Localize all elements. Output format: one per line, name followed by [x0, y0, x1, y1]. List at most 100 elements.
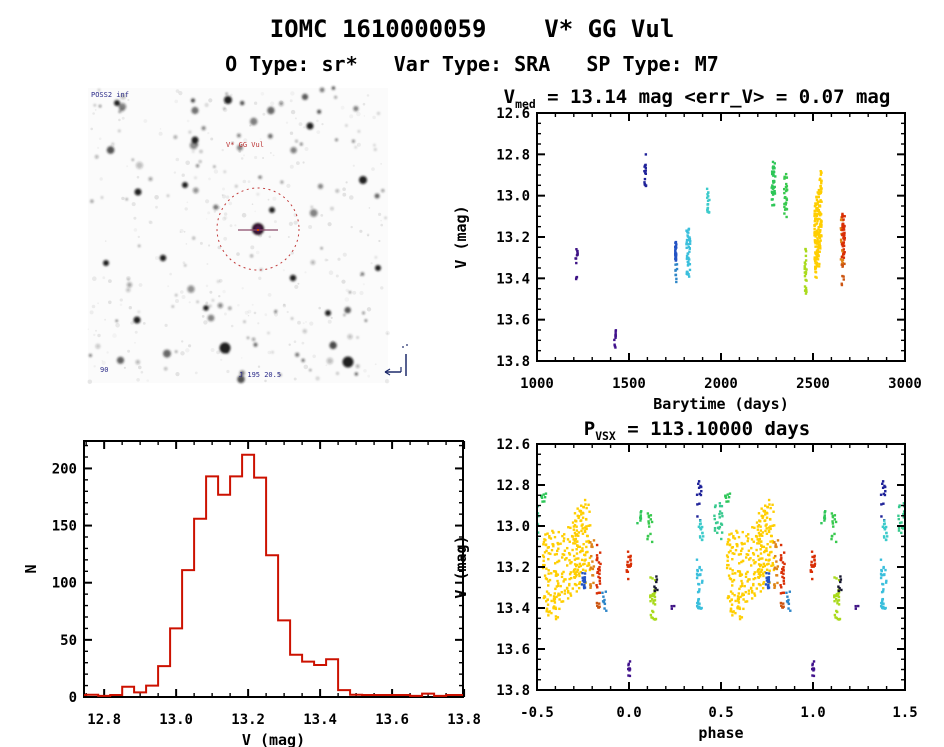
- scatter-point: [841, 243, 844, 247]
- scatter-point: [804, 259, 808, 262]
- scatter-point: [575, 573, 578, 577]
- scatter-point: [736, 570, 740, 573]
- scatter-point: [603, 602, 607, 606]
- scatter-point: [814, 265, 817, 269]
- scatter-point: [581, 563, 585, 566]
- scatter-point: [560, 590, 563, 594]
- scatter-point: [575, 525, 578, 528]
- scatter-point: [555, 595, 558, 599]
- scatter-point: [741, 530, 744, 534]
- scatter-point: [771, 204, 774, 207]
- scatter-point: [781, 606, 784, 609]
- scatter-point: [897, 505, 901, 509]
- scatter-point: [734, 548, 738, 552]
- scatter-point: [815, 208, 818, 211]
- scatter-point: [649, 518, 653, 521]
- scatter-point: [697, 597, 701, 601]
- scatter-point: [771, 562, 774, 565]
- scatter-point: [569, 526, 572, 530]
- scatter-point: [685, 272, 688, 275]
- scatter-point: [585, 527, 588, 531]
- x-tick-label: 0.5: [708, 705, 733, 721]
- scatter-point: [836, 602, 839, 605]
- scatter-point: [881, 600, 884, 603]
- lightcurve-title-rest: = 13.14 mag <err_V> = 0.07 mag: [535, 86, 891, 108]
- scatter-point: [577, 586, 581, 590]
- scatter-point: [675, 277, 678, 281]
- scatter-point: [572, 538, 575, 541]
- scatter-point: [614, 329, 618, 332]
- scatter-point: [775, 560, 778, 563]
- scatter-point: [547, 592, 550, 595]
- scatter-point: [804, 272, 808, 276]
- scatter-point: [737, 596, 740, 600]
- scatter-point: [697, 480, 701, 483]
- scatter-point: [818, 178, 821, 182]
- scatter-point: [716, 526, 720, 529]
- scatter-point: [572, 525, 576, 528]
- scatter-point: [707, 191, 710, 195]
- scatter-point: [561, 556, 564, 559]
- scatter-point: [628, 565, 631, 568]
- scatter-point: [546, 532, 549, 535]
- scatter-point: [767, 576, 771, 579]
- scatter-point: [761, 557, 764, 560]
- scatter-point: [577, 515, 581, 518]
- axes: 12.8 13.0 13.2 13.4 13.6 13.8 0 50 100 150 200 V (m…: [22, 440, 481, 747]
- scatter-point: [816, 218, 819, 221]
- scatter-point: [649, 532, 652, 536]
- scatter-point: [781, 575, 784, 579]
- scatter-point: [811, 555, 814, 559]
- scatter-point: [760, 540, 763, 543]
- scatter-point: [576, 514, 579, 518]
- sky-noise: [87, 89, 390, 385]
- scatter-point: [698, 566, 701, 570]
- scatter-point: [629, 555, 632, 559]
- scatter-point: [613, 343, 616, 346]
- scatter-point: [556, 616, 560, 619]
- scatter-point: [810, 570, 814, 574]
- scatter-point: [751, 526, 754, 529]
- scatter-point: [833, 595, 836, 599]
- scatter-point: [597, 606, 600, 609]
- scatter-point: [884, 606, 887, 610]
- scatter-point: [765, 568, 769, 571]
- scatter-point: [583, 572, 587, 575]
- target-center-mark: [257, 229, 259, 231]
- scatter-point: [811, 663, 814, 667]
- scatter-point: [581, 527, 584, 530]
- scatter-point: [842, 278, 845, 281]
- scatter-point: [813, 555, 816, 559]
- scatter-point: [572, 554, 576, 558]
- scatter-point: [551, 529, 554, 533]
- scatter-point: [814, 223, 817, 226]
- scatter-point: [782, 572, 785, 575]
- scatter-point: [746, 553, 750, 556]
- scatter-point: [768, 503, 771, 506]
- scatter-point: [699, 522, 702, 525]
- scatter-point: [598, 565, 601, 569]
- scatter-point: [813, 558, 816, 562]
- scatter-point: [753, 592, 756, 595]
- scatter-point: [729, 607, 733, 610]
- scatter-point: [881, 590, 885, 593]
- scatter-point: [809, 569, 812, 572]
- scatter-point: [685, 238, 689, 242]
- scatter-point: [737, 601, 741, 604]
- scatter-point: [705, 196, 709, 199]
- axes: -0.5 0.0 0.5 1.0 1.5 12.6 12.8 13.0 13.2 13.4 13.6…: [452, 437, 918, 742]
- scatter-point: [739, 595, 742, 599]
- scatter-point: [552, 595, 556, 598]
- scatter-point: [837, 595, 841, 599]
- scatter-point: [837, 585, 840, 588]
- scatter-point: [741, 592, 744, 595]
- scatter-point: [813, 240, 817, 244]
- scatter-point: [530, 527, 532, 529]
- scatter-point: [764, 529, 767, 533]
- scatter-point: [569, 562, 572, 565]
- scatter-point: [575, 557, 578, 560]
- scatter-point: [750, 591, 754, 594]
- scatter-point: [696, 568, 699, 572]
- scatter-point: [674, 241, 677, 245]
- scatter-point: [713, 526, 717, 530]
